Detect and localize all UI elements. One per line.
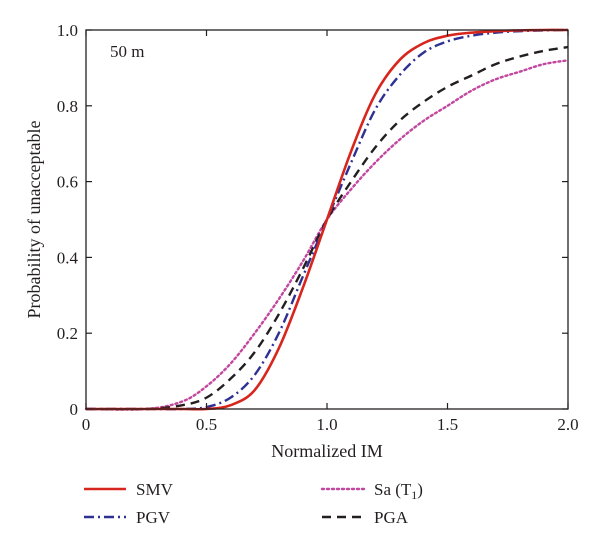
y-tick-label: 1.0: [57, 21, 78, 40]
legend-label-sa-t1: Sa (T1): [374, 480, 423, 502]
x-tick-label: 1.5: [437, 415, 458, 434]
axes: 0 0.5 1.0 1.5 2.0 0 0.2 0.4 0.6 0.8 1.0 Normalized …: [24, 21, 579, 461]
series-line-pga: [85, 45, 569, 411]
series-line-smv: [86, 28, 569, 411]
legend-label-pga: PGA: [374, 508, 409, 527]
x-tick-label: 0: [82, 415, 91, 434]
plot-area: [84, 28, 570, 411]
legend-label-smv: SMV: [136, 480, 174, 499]
y-axis-title: Probability of unacceptable: [24, 121, 44, 319]
x-axis-title: Normalized IM: [271, 441, 382, 461]
x-tick-label: 2.0: [557, 415, 578, 434]
x-tick-label: 1.0: [316, 415, 337, 434]
panel-annotation: 50 m: [110, 42, 144, 61]
legend: SMV PGV Sa (T1) PGA: [84, 480, 423, 527]
y-tick-label: 0.8: [57, 97, 78, 116]
y-tick-label: 0.6: [57, 173, 78, 192]
y-tick-label: 0.2: [57, 324, 78, 343]
y-tick-label: 0.4: [57, 248, 79, 267]
x-tick-label: 0.5: [196, 415, 217, 434]
legend-label-pgv: PGV: [136, 508, 171, 527]
series-line-sa-t1: [84, 59, 570, 411]
y-tick-label: 0: [70, 400, 79, 419]
